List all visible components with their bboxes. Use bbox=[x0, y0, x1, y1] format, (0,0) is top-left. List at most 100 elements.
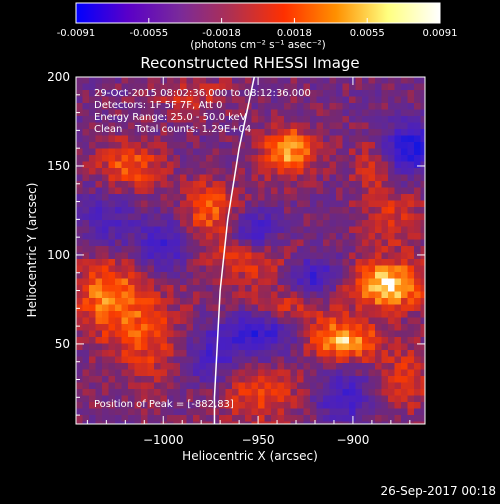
heatmap-cell bbox=[381, 311, 389, 318]
heatmap-cell bbox=[121, 382, 129, 390]
heatmap-cell bbox=[297, 220, 304, 227]
heatmap-cell bbox=[284, 77, 291, 84]
heatmap-cell bbox=[394, 376, 402, 383]
heatmap-cell bbox=[414, 389, 421, 396]
heatmap-cell bbox=[206, 395, 213, 403]
heatmap-cell bbox=[160, 77, 168, 84]
heatmap-cell bbox=[134, 135, 142, 143]
heatmap-cell bbox=[388, 369, 395, 377]
heatmap-cell bbox=[407, 363, 415, 370]
heatmap-cell bbox=[212, 317, 220, 325]
heatmap-cell bbox=[154, 311, 161, 318]
heatmap-cell bbox=[180, 233, 187, 240]
heatmap-cell bbox=[290, 220, 298, 227]
heatmap-cell bbox=[95, 265, 103, 273]
heatmap-cell bbox=[212, 135, 220, 143]
heatmap-cell bbox=[368, 174, 376, 182]
heatmap-cell bbox=[167, 337, 174, 344]
heatmap-cell bbox=[407, 376, 415, 383]
heatmap-cell bbox=[381, 207, 389, 214]
heatmap-cell bbox=[134, 96, 142, 104]
heatmap-cell bbox=[219, 395, 226, 403]
heatmap-cell bbox=[89, 181, 96, 188]
heatmap-cell bbox=[219, 382, 226, 390]
heatmap-cell bbox=[212, 389, 220, 396]
heatmap-cell bbox=[186, 252, 194, 260]
heatmap-cell bbox=[310, 207, 317, 214]
heatmap-cell bbox=[115, 96, 122, 104]
heatmap-cell bbox=[303, 246, 311, 253]
heatmap-cell bbox=[115, 207, 122, 214]
heatmap-cell bbox=[147, 103, 155, 110]
heatmap-cell bbox=[303, 324, 311, 331]
heatmap-cell bbox=[193, 421, 200, 424]
heatmap-cell bbox=[375, 116, 382, 123]
heatmap-cell bbox=[375, 148, 382, 156]
heatmap-cell bbox=[323, 421, 330, 424]
heatmap-cell bbox=[355, 239, 363, 247]
heatmap-cell bbox=[303, 291, 311, 299]
heatmap-cell bbox=[381, 324, 389, 331]
heatmap-cell bbox=[167, 213, 174, 221]
heatmap-cell bbox=[167, 161, 174, 169]
heatmap-cell bbox=[199, 408, 207, 416]
heatmap-cell bbox=[154, 200, 161, 208]
heatmap-cell bbox=[108, 220, 116, 227]
heatmap-cell bbox=[310, 324, 317, 331]
heatmap-cell bbox=[232, 356, 239, 364]
heatmap-cell bbox=[76, 96, 83, 104]
heatmap-cell bbox=[199, 324, 207, 331]
heatmap-cell bbox=[225, 376, 233, 383]
heatmap-cell bbox=[199, 395, 207, 403]
heatmap-cell bbox=[219, 356, 226, 364]
heatmap-cell bbox=[102, 168, 109, 175]
heatmap-cell bbox=[89, 311, 96, 318]
heatmap-cell bbox=[89, 265, 96, 273]
heatmap-cell bbox=[173, 83, 181, 91]
heatmap-cell bbox=[115, 408, 122, 416]
heatmap-cell bbox=[76, 207, 83, 214]
heatmap-cell bbox=[368, 382, 376, 390]
heatmap-cell bbox=[362, 142, 369, 149]
heatmap-cell bbox=[414, 96, 421, 104]
heatmap-cell bbox=[336, 304, 343, 312]
heatmap-cell bbox=[219, 285, 226, 292]
heatmap-cell bbox=[316, 395, 324, 403]
heatmap-cell bbox=[342, 285, 350, 292]
heatmap-cell bbox=[316, 116, 324, 123]
heatmap-cell bbox=[95, 311, 103, 318]
heatmap-cell bbox=[173, 317, 181, 325]
heatmap-cell bbox=[76, 194, 83, 201]
heatmap-cell bbox=[167, 363, 174, 370]
heatmap-cell bbox=[310, 337, 317, 344]
x-tick-label: −900 bbox=[336, 433, 369, 447]
heatmap-cell bbox=[167, 402, 174, 409]
heatmap-cell bbox=[310, 239, 317, 247]
heatmap-cell bbox=[303, 259, 311, 266]
heatmap-cell bbox=[277, 259, 285, 266]
heatmap-cell bbox=[206, 330, 213, 338]
heatmap-cell bbox=[128, 363, 135, 370]
heatmap-cell bbox=[368, 259, 376, 266]
heatmap-cell bbox=[264, 298, 272, 305]
heatmap-cell bbox=[310, 83, 317, 91]
heatmap-cell bbox=[362, 402, 369, 409]
heatmap-cell bbox=[128, 252, 135, 260]
heatmap-cell bbox=[102, 155, 109, 162]
heatmap-cell bbox=[316, 343, 324, 351]
heatmap-cell bbox=[115, 337, 122, 344]
heatmap-cell bbox=[108, 304, 116, 312]
heatmap-cell bbox=[245, 330, 252, 338]
heatmap-cell bbox=[394, 415, 402, 422]
heatmap-cell bbox=[277, 408, 285, 416]
heatmap-cell bbox=[349, 259, 356, 266]
heatmap-cell bbox=[147, 402, 155, 409]
heatmap-cell bbox=[407, 148, 415, 156]
heatmap-cell bbox=[277, 103, 285, 110]
heatmap-cell bbox=[225, 363, 233, 370]
heatmap-cell bbox=[186, 116, 194, 123]
heatmap-cell bbox=[290, 259, 298, 266]
heatmap-cell bbox=[310, 330, 317, 338]
heatmap-cell bbox=[303, 304, 311, 312]
